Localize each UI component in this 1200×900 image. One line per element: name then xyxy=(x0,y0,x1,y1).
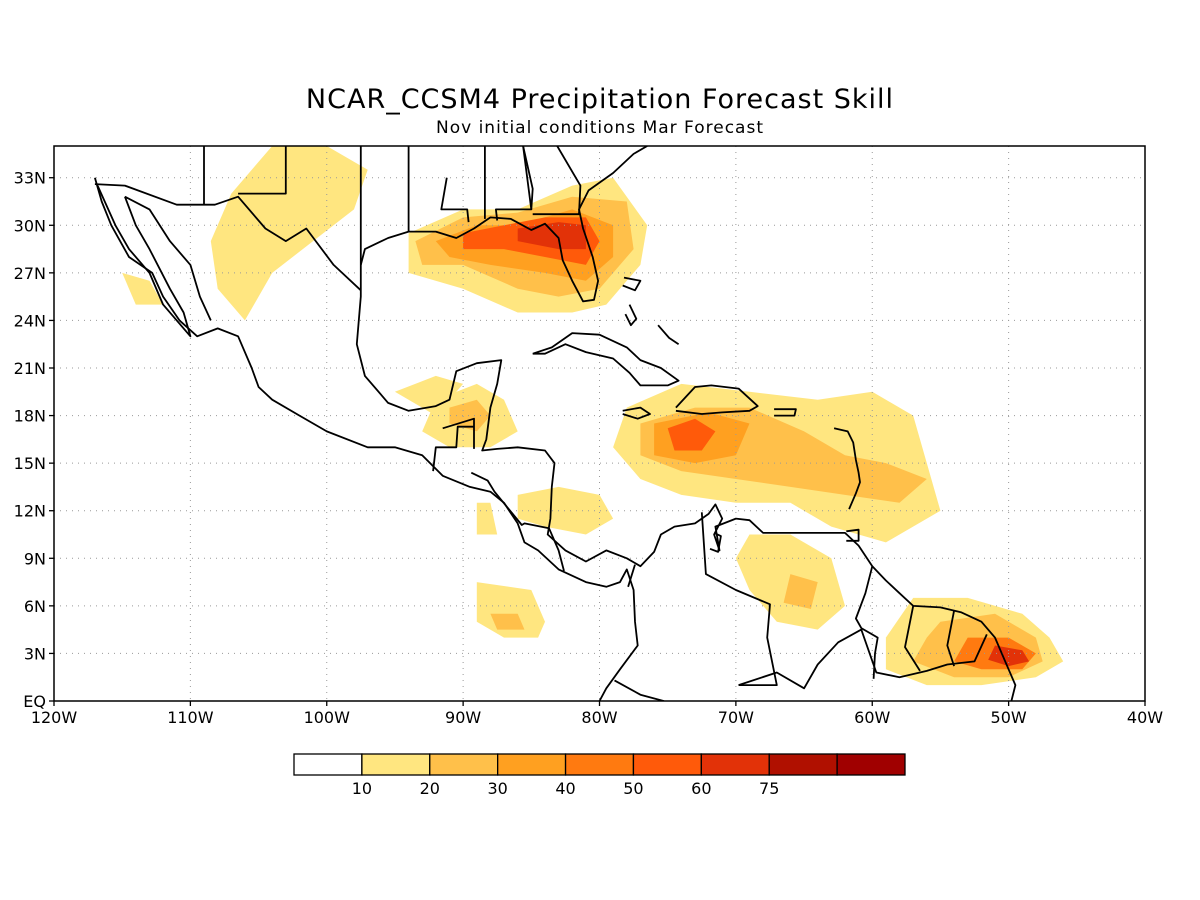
coastline-trinidad xyxy=(846,528,860,542)
coastline-bahamas-3 xyxy=(657,324,680,345)
skill-shading-layer xyxy=(122,146,1064,686)
coastline-venezuela-guyana xyxy=(855,565,879,679)
lat-tick-label: 12N xyxy=(14,502,46,521)
lon-tick-label: 70W xyxy=(718,708,754,727)
coastline-guatemala-border xyxy=(432,425,474,472)
colorbar-swatch xyxy=(564,753,635,776)
map-title: NCAR_CCSM4 Precipitation Forecast Skill xyxy=(305,84,895,115)
skill-region-16 xyxy=(517,486,614,535)
skill-region-0 xyxy=(210,146,368,321)
coastline-gulf-coast xyxy=(355,146,1017,701)
coastline-mexico-us-border xyxy=(94,183,362,291)
lon-tick-label: 100W xyxy=(304,708,351,727)
coastline-colombia-venezuela xyxy=(700,512,778,686)
coastline-puerto-rico xyxy=(774,408,797,417)
colorbar-swatch xyxy=(768,753,838,776)
skill-region-9 xyxy=(667,418,716,451)
coastline-cuba xyxy=(532,332,680,387)
lat-tick-label: 33N xyxy=(14,169,46,188)
lat-tick-label: 21N xyxy=(14,359,46,378)
colorbar-label: 75 xyxy=(759,779,779,798)
lon-tick-label: 90W xyxy=(445,708,481,727)
lon-tick-label: 60W xyxy=(854,708,890,727)
lat-tick-label: EQ xyxy=(23,692,46,711)
colorbar-label: 10 xyxy=(352,779,372,798)
skill-region-20 xyxy=(783,574,818,609)
coastline-us-states-8 xyxy=(532,146,582,216)
colorbar-swatch xyxy=(632,753,702,776)
lat-tick-label: 9N xyxy=(24,549,46,568)
lon-tick-label: 80W xyxy=(581,708,617,727)
coastline-bahamas-1 xyxy=(622,276,642,292)
coastline-us-gulf-atlantic xyxy=(359,146,648,303)
colorbar: 10 20 30 40 50 60 75 xyxy=(293,753,906,798)
colorbar-swatch xyxy=(429,753,499,776)
coastlines xyxy=(94,146,1017,701)
colorbar-label: 60 xyxy=(691,779,711,798)
colorbar-swatch xyxy=(293,753,363,776)
colorbar-label: 50 xyxy=(623,779,643,798)
colorbar-swatch xyxy=(700,753,770,776)
coastline-us-states-1 xyxy=(238,146,287,195)
coastline-lake-maracaibo xyxy=(709,532,722,553)
coastline-brazil-north xyxy=(738,628,988,690)
lon-tick-label: 120W xyxy=(31,708,78,727)
lat-tick-label: 6N xyxy=(24,597,46,616)
colorbar-label: 20 xyxy=(420,779,440,798)
lon-tick-label: 110W xyxy=(167,708,214,727)
skill-region-24 xyxy=(122,272,164,305)
coastline-lesser-antilles xyxy=(833,427,861,510)
coastline-suriname-borders xyxy=(904,605,921,672)
coastline-central-america-borders xyxy=(470,471,565,572)
lat-tick-label: 3N xyxy=(24,644,46,663)
coastline-yucatan-belize xyxy=(442,417,475,449)
lat-tick-label: 27N xyxy=(14,264,46,283)
gridlines xyxy=(54,146,1145,701)
lat-tick-label: 15N xyxy=(14,454,46,473)
skill-region-17 xyxy=(476,582,545,638)
colorbar-swatch xyxy=(361,753,431,776)
lon-tick-label: 40W xyxy=(1127,708,1163,727)
coastline-north-america-west xyxy=(94,177,639,701)
skill-region-22 xyxy=(476,502,498,535)
map-subtitle: Nov initial conditions Mar Forecast xyxy=(435,118,764,138)
coastline-us-states-4 xyxy=(440,177,470,223)
coastline-us-states-7 xyxy=(522,146,534,210)
skill-region-13 xyxy=(988,645,1030,667)
coastline-us-states-6 xyxy=(494,146,533,221)
coastline-baja-east-gulf xyxy=(124,195,212,321)
colorbar-label: 40 xyxy=(555,779,575,798)
coastline-bahamas-2 xyxy=(624,304,638,327)
colorbar-label: 30 xyxy=(487,779,507,798)
coastline-jamaica xyxy=(622,406,651,420)
coastline-panama-colombia xyxy=(627,564,636,588)
colorbar-swatch xyxy=(497,753,567,776)
lat-tick-label: 30N xyxy=(14,216,46,235)
skill-region-18 xyxy=(490,613,525,630)
coastline-baja-peninsula xyxy=(96,185,192,338)
colorbar-swatch xyxy=(836,753,906,776)
lat-tick-label: 18N xyxy=(14,407,46,426)
coastline-ecuador-colombia xyxy=(614,679,665,701)
lat-tick-label: 24N xyxy=(14,311,46,330)
skill-region-21 xyxy=(394,375,464,416)
lon-tick-label: 50W xyxy=(991,708,1027,727)
coastline-guiana-borders xyxy=(946,610,955,667)
coastline-hispaniola xyxy=(675,384,759,415)
